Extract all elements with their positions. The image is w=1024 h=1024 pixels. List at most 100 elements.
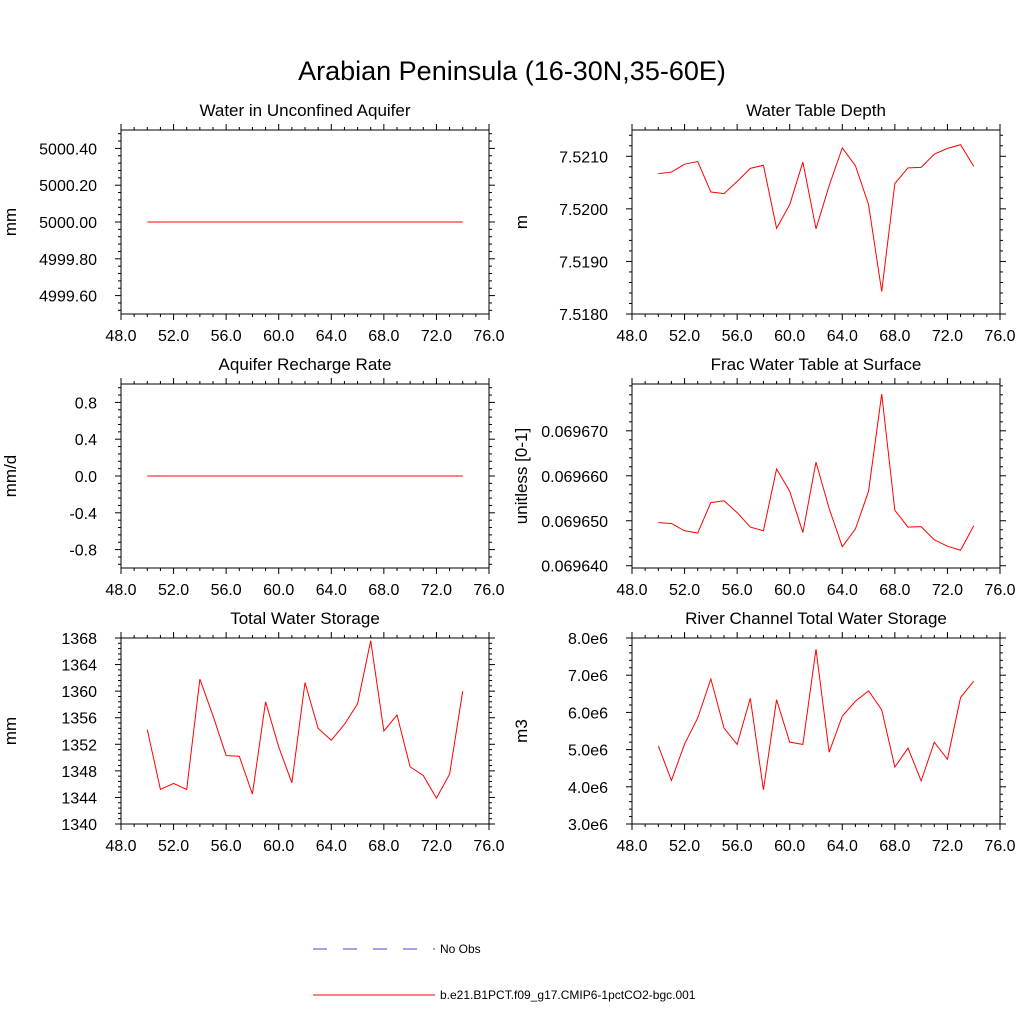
chart-panel: Frac Water Table at Surface unitless [0-1… (512, 355, 1016, 599)
y-tick-label: 1348 (61, 764, 97, 781)
x-tick-label: 48.0 (616, 838, 647, 855)
y-tick-label: -0.4 (69, 506, 97, 523)
x-tick-label: 56.0 (211, 582, 242, 599)
y-tick-label: 5000.40 (39, 141, 97, 158)
x-tick-label: 64.0 (316, 328, 347, 345)
series-line (658, 393, 975, 551)
y-tick-label: 0.069670 (541, 424, 608, 441)
x-tick-label: 68.0 (368, 328, 399, 345)
x-tick-label: 64.0 (827, 582, 858, 599)
y-axis-label: m3 (512, 719, 531, 743)
y-tick-label: 0.0 (75, 469, 97, 486)
x-tick-label: 60.0 (774, 328, 805, 345)
chart-panel: Aquifer Recharge Rate mm/d 48.0 52.0 56.0 60.… (1, 355, 505, 599)
legend: No Obs b.e21.B1PCT.f09_g17.CMIP6-1pctCO2… (313, 942, 696, 1002)
x-tick-label: 64.0 (827, 838, 858, 855)
x-tick-label: 72.0 (932, 582, 963, 599)
x-tick-label: 76.0 (473, 328, 504, 345)
x-tick-label: 52.0 (669, 328, 700, 345)
x-tick-label: 56.0 (722, 582, 753, 599)
x-tick-label: 68.0 (879, 582, 910, 599)
x-tick-label: 60.0 (263, 838, 294, 855)
x-tick-label: 68.0 (368, 838, 399, 855)
y-tick-label: 6.0e6 (568, 705, 608, 722)
x-tick-label: 56.0 (722, 328, 753, 345)
x-tick-label: 64.0 (316, 582, 347, 599)
x-tick-label: 76.0 (473, 582, 504, 599)
y-axis-label: mm/d (1, 455, 20, 498)
x-tick-label: 52.0 (158, 582, 189, 599)
y-tick-label: 7.5190 (559, 254, 608, 271)
x-tick-label: 72.0 (421, 582, 452, 599)
chart-panel: Water Table Depth m 48.0 52.0 56.0 60.0 64.0 68… (512, 101, 1016, 345)
panel-title: Aquifer Recharge Rate (219, 355, 392, 374)
y-tick-label: 1356 (61, 711, 97, 728)
y-tick-label: 5000.00 (39, 215, 97, 232)
y-tick-label: 7.5200 (559, 202, 608, 219)
x-tick-label: 52.0 (669, 582, 700, 599)
y-tick-label: 5.0e6 (568, 743, 608, 760)
x-tick-label: 76.0 (984, 582, 1015, 599)
plot-frame (631, 129, 1001, 315)
x-tick-label: 68.0 (368, 582, 399, 599)
x-tick-label: 48.0 (616, 328, 647, 345)
x-tick-label: 64.0 (827, 328, 858, 345)
x-tick-label: 64.0 (316, 838, 347, 855)
x-tick-label: 72.0 (421, 838, 452, 855)
figure-title: Arabian Peninsula (16-30N,35-60E) (298, 56, 726, 86)
x-tick-label: 48.0 (616, 582, 647, 599)
legend-no-obs-label: No Obs (440, 942, 481, 956)
x-tick-label: 68.0 (879, 838, 910, 855)
panel-title: Water Table Depth (746, 101, 886, 120)
y-axis-label: m (512, 215, 531, 229)
x-tick-label: 72.0 (932, 328, 963, 345)
y-tick-label: 0.4 (75, 432, 97, 449)
y-tick-label: 1344 (61, 790, 97, 807)
chart-panel: Water in Unconfined Aquifer mm 48.0 52.0 56.… (1, 101, 505, 345)
x-tick-label: 72.0 (421, 328, 452, 345)
plot-frame (120, 637, 490, 825)
x-tick-label: 56.0 (211, 328, 242, 345)
panel-title: River Channel Total Water Storage (685, 609, 947, 628)
chart-panels: Water in Unconfined Aquifer mm 48.0 52.0 56.… (1, 101, 1016, 855)
x-tick-label: 48.0 (105, 838, 136, 855)
y-tick-label: 1340 (61, 817, 97, 834)
plot-frame (631, 383, 1001, 569)
x-tick-label: 48.0 (105, 582, 136, 599)
y-tick-label: 1360 (61, 684, 97, 701)
series-line (146, 640, 464, 800)
x-tick-label: 56.0 (211, 838, 242, 855)
y-tick-label: 4999.80 (39, 252, 97, 269)
y-tick-label: 1364 (61, 658, 97, 675)
legend-model-label: b.e21.B1PCT.f09_g17.CMIP6-1pctCO2-bgc.00… (440, 988, 696, 1002)
y-tick-label: 5000.20 (39, 178, 97, 195)
x-tick-label: 76.0 (984, 838, 1015, 855)
x-tick-label: 76.0 (984, 328, 1015, 345)
panel-title: Total Water Storage (230, 609, 380, 628)
chart-panel: Total Water Storage mm 48.0 52.0 56.0 60.0 64.… (1, 609, 505, 855)
y-tick-label: 7.0e6 (568, 668, 608, 685)
y-tick-label: 4999.60 (39, 289, 97, 306)
x-tick-label: 52.0 (158, 838, 189, 855)
x-tick-label: 60.0 (774, 838, 805, 855)
x-tick-label: 68.0 (879, 328, 910, 345)
y-tick-label: 0.069660 (541, 469, 608, 486)
y-tick-label: 7.5210 (559, 149, 608, 166)
x-tick-label: 60.0 (263, 582, 294, 599)
x-tick-label: 52.0 (158, 328, 189, 345)
y-tick-label: 7.5180 (559, 307, 608, 324)
x-tick-label: 48.0 (105, 328, 136, 345)
x-tick-label: 60.0 (263, 328, 294, 345)
panel-title: Water in Unconfined Aquifer (199, 101, 410, 120)
y-tick-label: 0.069640 (541, 559, 608, 576)
y-tick-label: 1368 (61, 631, 97, 648)
x-tick-label: 60.0 (774, 582, 805, 599)
x-tick-label: 52.0 (669, 838, 700, 855)
chart-panel: River Channel Total Water Storage m3 48.0 5… (512, 609, 1016, 855)
y-tick-label: 3.0e6 (568, 817, 608, 834)
y-axis-label: mm (1, 717, 20, 745)
y-tick-label: 8.0e6 (568, 631, 608, 648)
x-tick-label: 56.0 (722, 838, 753, 855)
y-tick-label: -0.8 (69, 543, 97, 560)
